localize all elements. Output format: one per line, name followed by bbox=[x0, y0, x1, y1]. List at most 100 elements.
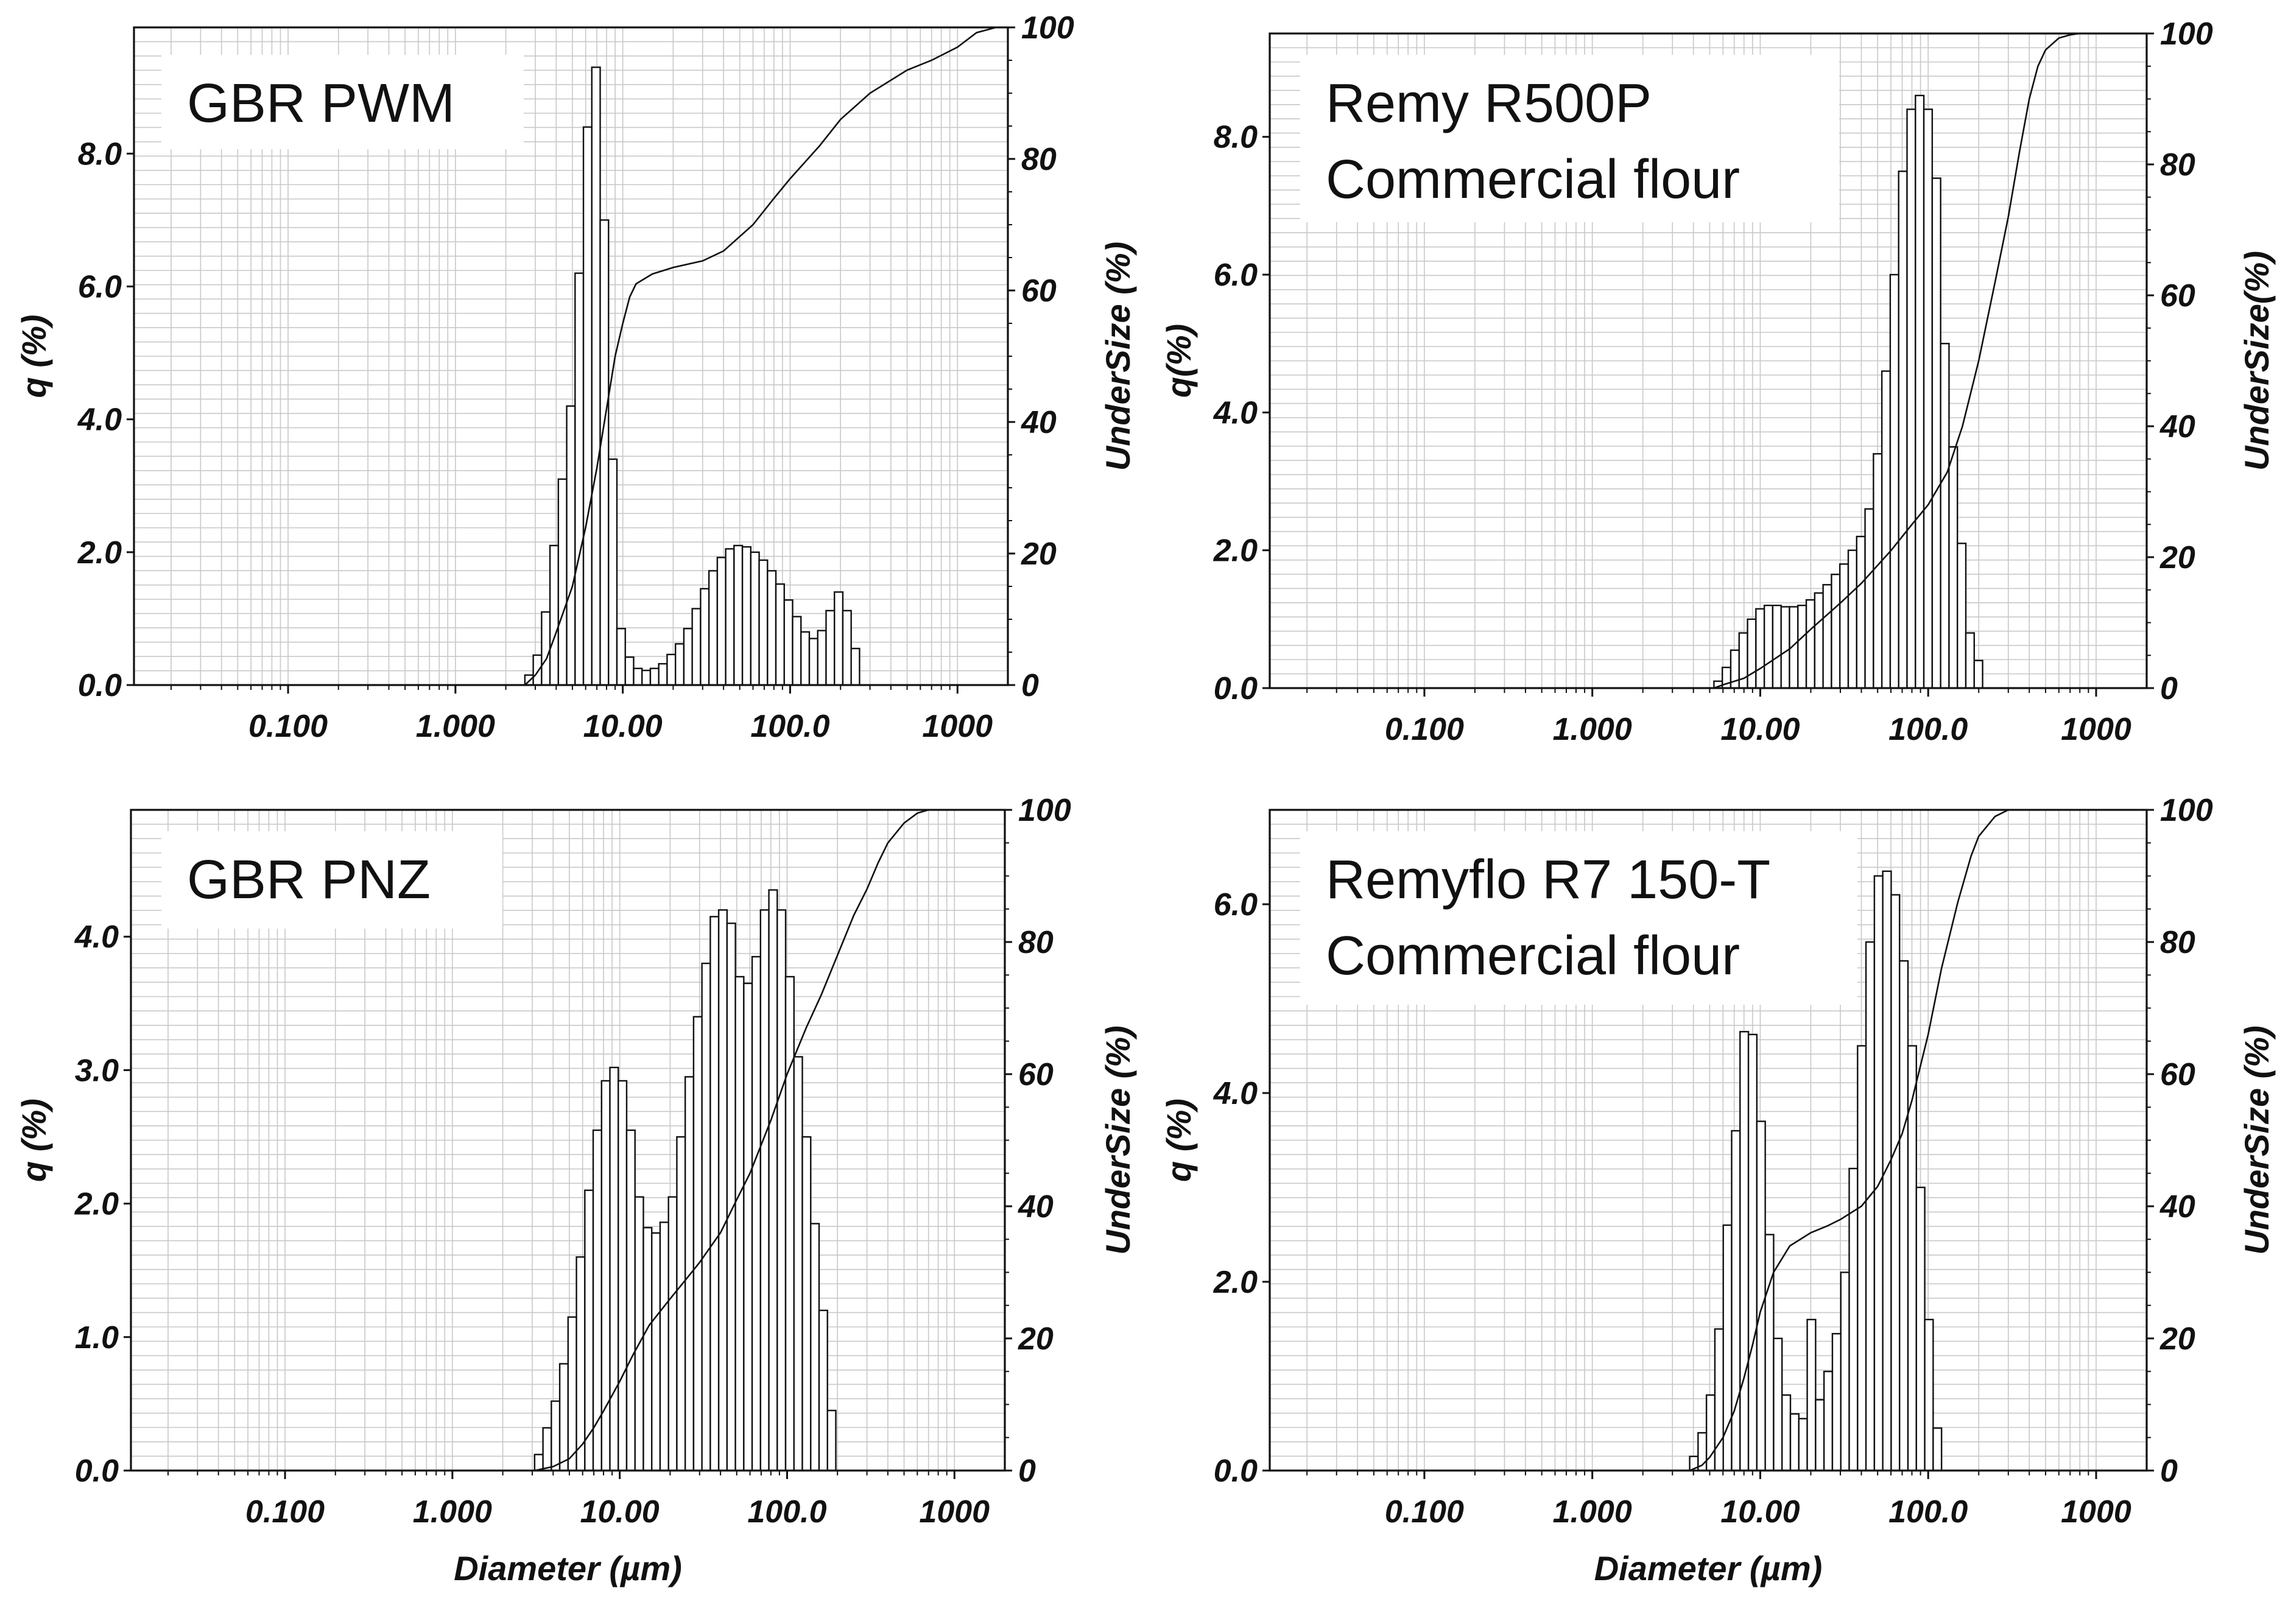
histogram-bar bbox=[1823, 1371, 1834, 1472]
histogram-bar bbox=[743, 982, 753, 1472]
histogram-bar bbox=[558, 1363, 569, 1472]
y2-tick-label: 20 bbox=[2159, 1321, 2195, 1357]
histogram-bar bbox=[708, 570, 719, 686]
x-tick-label: 0.100 bbox=[1385, 712, 1464, 747]
histogram-bar bbox=[683, 628, 693, 686]
x-axis: 0.100 1.000 10.00 100.0 1000 bbox=[167, 1471, 990, 1530]
histogram-bar bbox=[800, 631, 811, 686]
x-tick-label: 100.0 bbox=[1888, 1494, 1968, 1530]
histogram-bar bbox=[533, 1454, 544, 1472]
histogram-bar bbox=[1815, 1399, 1825, 1472]
y2-axis-label: UnderSize (%) bbox=[1099, 1025, 1137, 1255]
histogram-bar bbox=[1873, 875, 1884, 1472]
histogram-bar bbox=[1747, 618, 1757, 689]
chart-title-line: GBR PNZ bbox=[187, 849, 431, 910]
histogram-bar bbox=[566, 405, 576, 686]
histogram-bar bbox=[767, 570, 777, 686]
undersize-curve bbox=[534, 809, 1005, 1472]
y-tick-label: 6.0 bbox=[1214, 887, 1258, 923]
y2-tick-label: 100 bbox=[1021, 10, 1074, 46]
histogram-bar bbox=[1864, 508, 1874, 689]
histogram-bar bbox=[801, 1136, 812, 1472]
y2-tick-label: 40 bbox=[1018, 1189, 1054, 1225]
histogram-bar bbox=[1865, 941, 1876, 1472]
y-axis-label: q (%) bbox=[15, 315, 53, 398]
y-axis-right: 0 20 40 60 80 100 bbox=[2147, 16, 2213, 706]
histogram-bar bbox=[641, 669, 652, 686]
chart-title-line: Remy R500P bbox=[1326, 73, 1652, 134]
histogram-bar bbox=[666, 653, 677, 686]
histogram-bar bbox=[842, 610, 852, 686]
histogram-bar bbox=[758, 559, 769, 686]
x-tick-label: 100.0 bbox=[750, 709, 829, 744]
x-axis: 0.100 1.000 10.00 100.0 1000 bbox=[1306, 688, 2131, 747]
y2-tick-label: 80 bbox=[1021, 142, 1057, 177]
histogram-bar bbox=[1755, 608, 1765, 689]
histogram-bar bbox=[1797, 605, 1807, 689]
y-tick-label: 1.0 bbox=[75, 1320, 119, 1355]
x-tick-label: 1.000 bbox=[413, 1494, 492, 1530]
histogram-bar bbox=[633, 667, 643, 686]
x-tick-label: 10.00 bbox=[1720, 1494, 1800, 1530]
undersize-curve bbox=[1713, 32, 2147, 689]
x-tick-label: 1000 bbox=[922, 709, 993, 744]
title-box bbox=[1300, 831, 1857, 1005]
histogram-bar bbox=[1889, 273, 1899, 689]
histogram-bar bbox=[1731, 1130, 1741, 1472]
histogram-bar bbox=[532, 654, 543, 686]
histogram-bar bbox=[1915, 94, 1925, 689]
x-tick-label: 100.0 bbox=[747, 1494, 826, 1530]
x-tick-label: 1.000 bbox=[416, 709, 495, 744]
y-axis-right: 0 20 40 60 80 100 bbox=[1005, 793, 1071, 1489]
histogram-bar bbox=[1814, 592, 1824, 689]
histogram-bar bbox=[1806, 1318, 1817, 1472]
histogram-bar bbox=[768, 889, 778, 1472]
histogram-bar bbox=[810, 1223, 820, 1472]
y-tick-label: 2.0 bbox=[77, 535, 122, 571]
y2-tick-label: 20 bbox=[1018, 1321, 1054, 1357]
histogram-bar bbox=[608, 458, 618, 686]
histogram-bar bbox=[634, 1196, 644, 1472]
y-tick-label: 4.0 bbox=[74, 919, 119, 955]
chart-panel-gbr-pwm: 0.100 1.000 10.00 100.0 10000.02.04.06.08.00… bbox=[15, 10, 1137, 744]
histogram-bar bbox=[1940, 343, 1950, 689]
y-axis-label: q (%) bbox=[15, 1098, 53, 1182]
undersize-curve bbox=[1689, 809, 2147, 1472]
histogram-bar bbox=[1763, 605, 1774, 689]
histogram-bar bbox=[592, 1129, 602, 1472]
chart-panel-remyflo-r7: 0.100 1.000 10.00 100.0 1000 0.0 2.0 4.0 6.0 0 20 4… bbox=[1160, 793, 2276, 1587]
histogram-bar bbox=[826, 1410, 837, 1472]
y-tick-label: 6.0 bbox=[78, 269, 122, 304]
y2-axis-label: UnderSize (%) bbox=[2237, 1025, 2276, 1255]
histogram-bar bbox=[1873, 453, 1883, 689]
y-tick-label: 8.0 bbox=[78, 136, 122, 172]
histogram-bar bbox=[1923, 108, 1934, 689]
histogram-bar bbox=[1948, 446, 1958, 689]
y-axis-right: 0 20 40 60 80 100 bbox=[2147, 793, 2213, 1489]
y-axis-left: 0.0 2.0 4.0 6.0 bbox=[1213, 887, 1270, 1489]
histogram-bar bbox=[1831, 574, 1841, 689]
histogram-bar bbox=[733, 544, 744, 686]
y-axis-left: 0.0 2.0 4.0 6.0 8.0 bbox=[77, 136, 134, 703]
histogram-bar bbox=[1856, 535, 1866, 689]
histogram-bar bbox=[1840, 1271, 1850, 1472]
histogram-bar bbox=[1973, 659, 1983, 689]
histogram-bar bbox=[599, 219, 610, 686]
histogram-bar bbox=[575, 1256, 586, 1472]
title-box bbox=[161, 831, 502, 929]
histogram-bar bbox=[741, 546, 752, 686]
y2-tick-label: 20 bbox=[1021, 536, 1057, 572]
x-axis: 0.100 1.000 10.00 100.0 1000 bbox=[170, 685, 993, 744]
y2-tick-label: 0 bbox=[2160, 671, 2178, 706]
histogram-bar bbox=[1747, 1033, 1758, 1472]
histogram-bar bbox=[584, 1189, 594, 1472]
histogram-bar bbox=[542, 1427, 552, 1472]
y-axis-label: q(%) bbox=[1160, 324, 1198, 398]
histogram-bar bbox=[667, 1196, 678, 1472]
histogram-bar bbox=[783, 599, 794, 686]
chart-title-line: Commercial flour bbox=[1326, 149, 1740, 210]
histogram-bar bbox=[1822, 584, 1832, 689]
histogram-bar bbox=[541, 611, 551, 686]
y-tick-label: 0.0 bbox=[1214, 1454, 1258, 1489]
